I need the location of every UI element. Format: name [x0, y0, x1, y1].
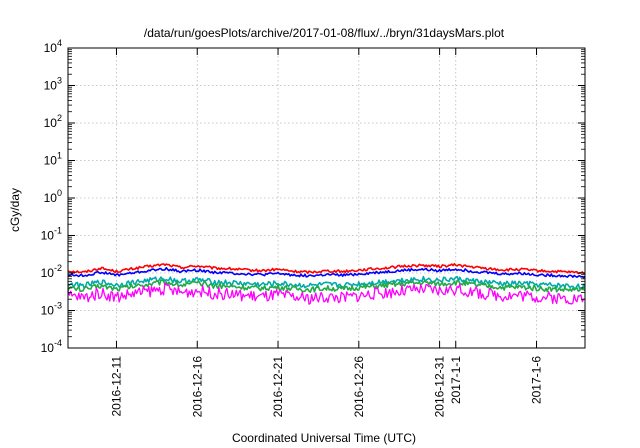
x-tick-label: 2017-1-1	[449, 356, 463, 404]
y-tick-labels: 10-4 10-3 10-2 10-1 100 101 102 103 104	[41, 38, 62, 355]
y-axis-label: cGy/day	[8, 188, 22, 232]
plot-frame	[67, 47, 586, 349]
y-tick-label: 10-4	[41, 338, 62, 355]
x-tick-label: 2017-1-6	[530, 356, 544, 404]
series-line	[67, 275, 586, 290]
series-layer	[67, 262, 586, 305]
y-tick-label: 10-3	[41, 301, 62, 318]
chart-title: /data/run/goesPlots/archive/2017-01-08/f…	[144, 26, 505, 40]
x-tick-label: 2016-12-26	[352, 356, 366, 418]
x-tick-labels: 2016-12-11 2016-12-16 2016-12-21 2016-12-26…	[109, 356, 543, 418]
y-tick-label: 10-1	[41, 226, 62, 243]
x-tick-label: 2016-12-21	[271, 356, 285, 418]
y-tick-label: 100	[44, 188, 62, 205]
x-axis-label: Coordinated Universal Time (UTC)	[232, 431, 416, 445]
y-tick-label: 102	[44, 113, 62, 130]
y-tick-label: 101	[44, 151, 62, 168]
series-line	[67, 282, 586, 305]
y-tick-label: 103	[44, 76, 62, 93]
y-tick-label: 10-2	[41, 263, 62, 280]
x-tick-label: 2016-12-11	[109, 356, 123, 417]
x-tick-label: 2016-12-31	[433, 356, 447, 418]
series-line	[68, 266, 586, 279]
series-line	[67, 262, 586, 275]
series-line	[67, 279, 586, 293]
y-tick-label: 104	[44, 38, 62, 55]
ticks	[68, 47, 585, 349]
grid	[68, 48, 585, 348]
x-tick-label: 2016-12-16	[190, 356, 204, 418]
